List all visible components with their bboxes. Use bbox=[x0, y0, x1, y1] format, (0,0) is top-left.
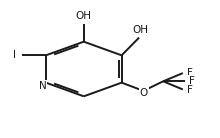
Text: I: I bbox=[13, 50, 16, 60]
Text: F: F bbox=[189, 76, 195, 86]
Text: OH: OH bbox=[76, 11, 92, 22]
Text: F: F bbox=[187, 85, 193, 95]
Text: OH: OH bbox=[132, 25, 148, 35]
Text: N: N bbox=[39, 81, 46, 91]
Text: F: F bbox=[187, 68, 193, 78]
Text: O: O bbox=[140, 88, 148, 98]
